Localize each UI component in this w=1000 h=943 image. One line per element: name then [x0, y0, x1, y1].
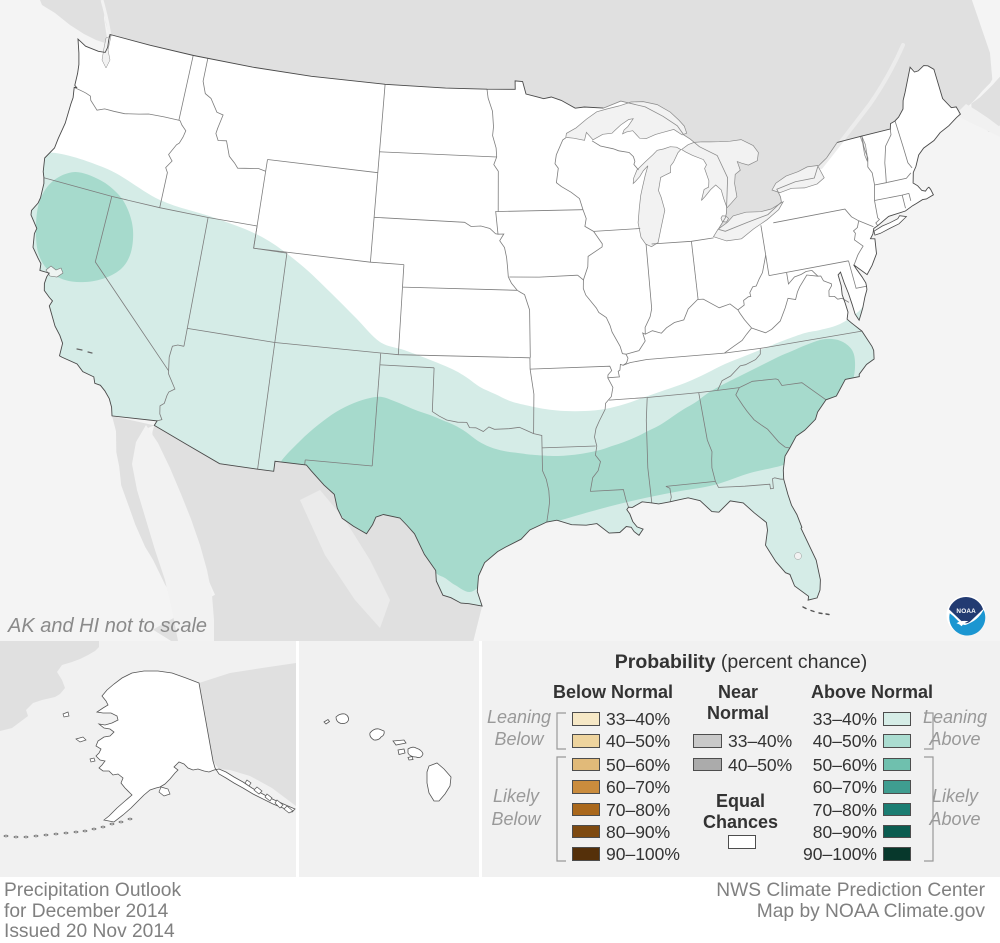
- svg-text:AK and HI not to scale: AK and HI not to scale: [7, 615, 207, 637]
- svg-text:NOAA: NOAA: [956, 608, 976, 615]
